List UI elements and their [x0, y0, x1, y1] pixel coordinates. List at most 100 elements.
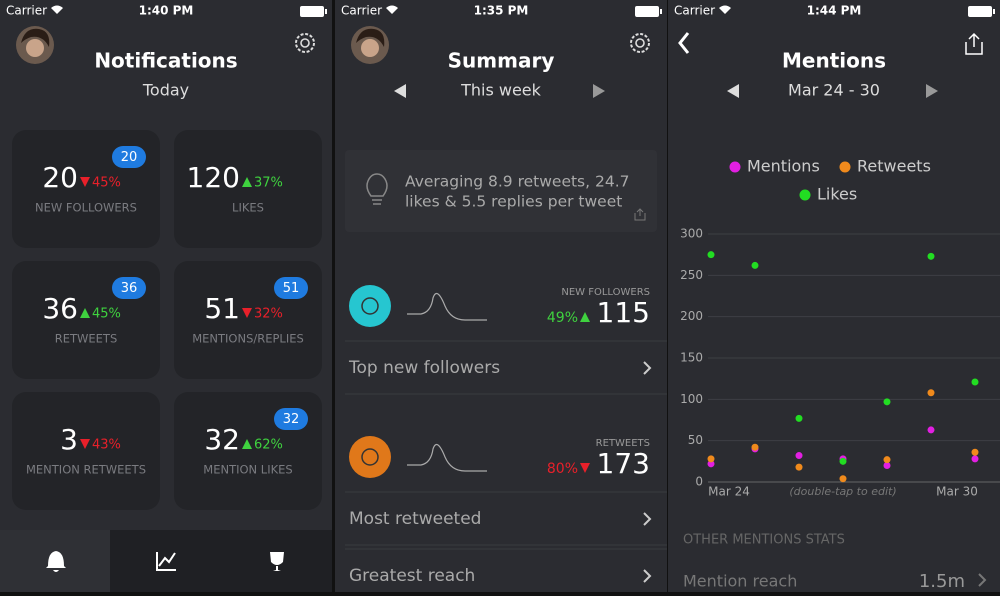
extra-link[interactable]: Greatest reach	[349, 566, 475, 586]
battery	[635, 6, 659, 17]
stat-label: NEW FOLLOWERS	[561, 287, 650, 298]
screen-bg	[668, 0, 1000, 592]
badge-count: 36	[121, 281, 138, 296]
card-change: 62%	[254, 438, 283, 453]
card-label: MENTIONS/REPLIES	[192, 332, 304, 346]
legend-swatch	[729, 161, 741, 173]
trend-arrow	[242, 439, 252, 449]
screen-subtitle: Today	[142, 81, 189, 100]
screen-subtitle: Mar 24 - 30	[788, 81, 880, 100]
trend-arrow	[80, 439, 90, 449]
avatar-face	[26, 39, 44, 57]
card-bg	[12, 392, 160, 510]
x-tick-label: Mar 24	[708, 485, 750, 499]
share-button[interactable]	[965, 32, 983, 55]
chevron	[643, 361, 652, 375]
back-button[interactable]	[678, 32, 690, 54]
screen-bg	[335, 0, 667, 592]
tip-text: likes & 5.5 replies per tweet	[405, 193, 622, 211]
stat-icon	[349, 436, 391, 478]
data-point	[927, 389, 935, 397]
phone-screen: Carrier 1:44 PM Mentions Mar 24 - 30 Mention…	[668, 0, 1000, 592]
stat-value: 173	[597, 447, 650, 480]
data-point	[883, 461, 891, 469]
data-point	[971, 448, 979, 456]
row-label[interactable]: Mention reach	[683, 572, 797, 591]
avatar[interactable]	[351, 26, 389, 64]
avatar[interactable]	[16, 26, 54, 64]
legend-swatch	[799, 189, 811, 201]
card-value: 20	[42, 161, 78, 194]
legend-label: Mentions	[747, 157, 820, 176]
trend-arrow	[580, 312, 590, 322]
data-point	[751, 443, 759, 451]
status-time: 1:40 PM	[139, 4, 194, 18]
settings-button[interactable]	[295, 33, 315, 53]
avatar-hair	[21, 28, 50, 47]
tip-share-icon	[634, 208, 646, 221]
battery-tip	[993, 9, 995, 14]
card-label: MENTION RETWEETS	[26, 463, 146, 477]
settings-button[interactable]	[630, 33, 650, 53]
chevron	[643, 512, 652, 526]
section-header: OTHER MENTIONS STATS	[683, 533, 845, 548]
data-point	[707, 251, 715, 259]
battery-tip	[660, 9, 662, 14]
wifi-icon	[386, 5, 398, 14]
tab-notifications[interactable]	[46, 551, 66, 572]
chevron	[978, 573, 987, 587]
status-time: 1:44 PM	[807, 4, 862, 18]
y-tick-label: 300	[680, 227, 703, 241]
battery	[968, 6, 992, 17]
tab-trophy[interactable]	[270, 552, 284, 571]
stat-value: 115	[597, 296, 650, 329]
badge-count: 51	[283, 281, 300, 296]
legend-swatch	[839, 161, 851, 173]
card-change: 45%	[92, 307, 121, 322]
stat-card[interactable]: 3 43% MENTION RETWEETS	[12, 392, 160, 510]
badge-bg	[274, 408, 308, 430]
card-value: 120	[187, 161, 240, 194]
lightbulb-icon	[366, 173, 388, 205]
stat-card[interactable]: 120 37% LIKES	[174, 130, 322, 248]
data-point	[795, 452, 803, 460]
badge-count: 20	[121, 150, 138, 165]
screen-subtitle: This week	[460, 81, 542, 100]
card-change: 32%	[254, 307, 283, 322]
card-change: 43%	[92, 438, 121, 453]
y-tick-label: 100	[680, 392, 703, 406]
screen-title: Summary	[448, 49, 555, 73]
data-point	[927, 252, 935, 260]
gear-inner	[635, 38, 645, 48]
stat-link[interactable]: Most retweeted	[349, 509, 481, 529]
sparkline	[407, 443, 487, 472]
screen-title: Mentions	[782, 49, 886, 73]
y-tick-label: 50	[688, 433, 703, 447]
next-button[interactable]	[926, 84, 938, 98]
data-point	[795, 414, 803, 422]
trend-arrow	[242, 177, 252, 187]
previous-button[interactable]	[394, 84, 406, 98]
stat-icon-glyph	[361, 297, 379, 315]
data-point	[839, 475, 847, 483]
y-tick-label: 150	[680, 351, 703, 365]
stat-link[interactable]: Top new followers	[348, 358, 500, 378]
card-label: MENTION LIKES	[203, 463, 292, 477]
next-button[interactable]	[593, 84, 605, 98]
data-point	[971, 378, 979, 386]
phone-screen: Carrier 1:35 PM Summary This week Averaging …	[335, 0, 667, 592]
y-tick-label: 200	[680, 309, 703, 323]
y-tick-label: 250	[680, 268, 703, 282]
previous-button[interactable]	[727, 84, 739, 98]
y-tick-label: 0	[695, 475, 703, 489]
tab-stats[interactable]	[156, 552, 176, 571]
trend-arrow	[80, 308, 90, 318]
battery	[300, 6, 324, 17]
data-point	[751, 261, 759, 269]
card-label: LIKES	[232, 201, 264, 215]
